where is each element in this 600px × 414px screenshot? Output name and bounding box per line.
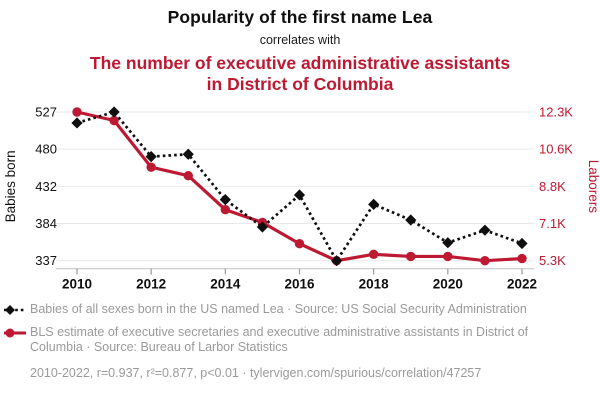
- svg-text:Laborers: Laborers: [586, 160, 600, 214]
- svg-text:384: 384: [35, 216, 57, 231]
- chart-legend: Babies of all sexes born in the US named…: [0, 302, 600, 380]
- chart-area: 337 5.3K 384 7.1K 432 8.8K 480 10.6K 527 12.3K 201…: [0, 96, 600, 294]
- svg-text:12.3K: 12.3K: [539, 105, 573, 120]
- chart-header: Popularity of the first name Lea correla…: [0, 0, 600, 95]
- svg-text:Babies born: Babies born: [3, 150, 18, 222]
- svg-text:10.6K: 10.6K: [539, 142, 573, 157]
- svg-text:2020: 2020: [433, 277, 463, 292]
- svg-text:5.3K: 5.3K: [539, 253, 566, 268]
- page-title: Popularity of the first name Lea: [167, 7, 433, 27]
- svg-text:480: 480: [35, 142, 57, 157]
- legend-item-babies: Babies of all sexes born in the US named…: [3, 302, 600, 318]
- legend-item-laborers: BLS estimate of executive secretaries an…: [3, 325, 600, 356]
- diamond-dashed-line-icon: [4, 305, 26, 315]
- svg-text:8.8K: 8.8K: [539, 179, 566, 194]
- svg-text:432: 432: [35, 179, 57, 194]
- stats-footnote: 2010-2022, r=0.937, r²=0.877, p<0.01 · t…: [30, 365, 482, 380]
- svg-text:7.1K: 7.1K: [539, 216, 566, 231]
- svg-text:2016: 2016: [284, 277, 315, 292]
- svg-text:2010: 2010: [62, 277, 92, 292]
- correlation-line-chart: 337 5.3K 384 7.1K 432 8.8K 480 10.6K 527 12.3K 201…: [3, 105, 600, 292]
- svg-text:337: 337: [35, 253, 57, 268]
- circle-solid-line-icon: [4, 328, 26, 337]
- chart-subtitle: The number of executive administrative a…: [89, 53, 511, 94]
- correlates-with-text: correlates with: [259, 33, 341, 47]
- svg-text:2012: 2012: [136, 277, 166, 292]
- svg-text:2014: 2014: [210, 277, 241, 292]
- svg-text:2022: 2022: [507, 277, 537, 292]
- svg-text:527: 527: [35, 105, 57, 120]
- legend-label-babies: Babies of all sexes born in the US named…: [30, 302, 527, 316]
- svg-text:2018: 2018: [359, 277, 390, 292]
- legend-label-laborers: BLS estimate of executive secretaries an…: [30, 324, 529, 355]
